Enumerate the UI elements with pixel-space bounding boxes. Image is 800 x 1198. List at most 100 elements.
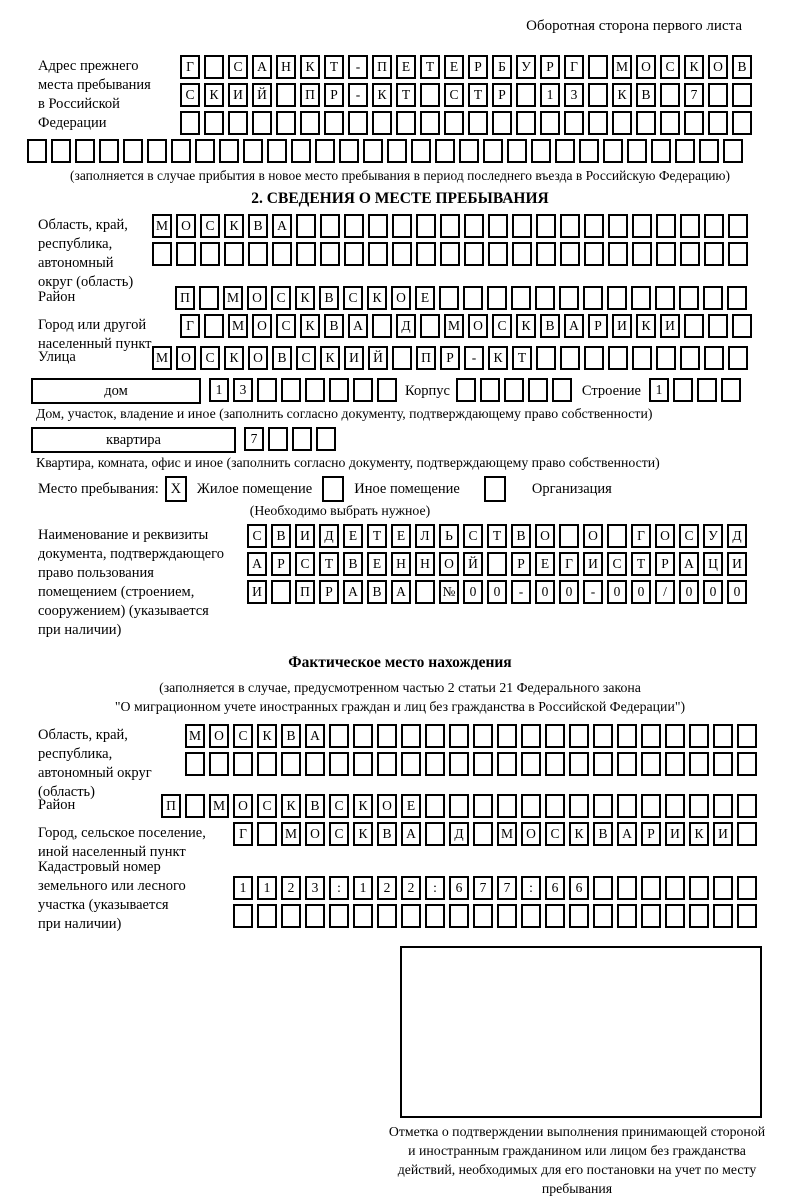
char-box[interactable]: 2 [281,876,301,900]
char-box[interactable]: 7 [244,427,264,451]
char-box[interactable] [593,724,613,748]
char-box[interactable] [401,724,421,748]
char-box[interactable] [521,752,541,776]
char-box[interactable]: 1 [648,378,669,402]
char-box[interactable]: Р [468,55,488,79]
char-box[interactable] [680,346,700,370]
char-box[interactable]: Е [367,552,387,576]
char-box[interactable] [425,822,445,846]
char-box[interactable] [536,242,556,266]
char-box[interactable] [449,794,469,818]
char-box[interactable] [296,214,316,238]
char-box[interactable]: А [305,724,325,748]
char-box[interactable] [584,346,604,370]
char-box[interactable]: А [401,822,421,846]
char-box[interactable]: 7 [684,83,704,107]
char-box[interactable]: В [367,580,387,604]
char-box[interactable]: С [545,822,565,846]
char-box[interactable] [488,242,508,266]
char-box[interactable] [584,242,604,266]
char-box[interactable] [617,904,637,928]
char-box[interactable] [488,214,508,238]
char-box[interactable] [329,904,349,928]
char-box[interactable] [439,286,459,310]
char-box[interactable]: Д [319,524,339,548]
char-box[interactable]: О [377,794,397,818]
char-box[interactable] [473,794,493,818]
char-box[interactable] [257,822,277,846]
char-box[interactable] [641,724,661,748]
char-box[interactable] [257,752,277,776]
char-box[interactable] [593,794,613,818]
char-box[interactable]: М [281,822,301,846]
char-box[interactable] [468,111,488,135]
char-box[interactable] [176,242,196,266]
char-box[interactable] [75,139,95,163]
char-box[interactable] [473,752,493,776]
char-box[interactable]: О [233,794,253,818]
char-box[interactable]: К [636,314,656,338]
char-box[interactable]: К [367,286,387,310]
char-box[interactable]: А [247,552,267,576]
char-box[interactable] [527,378,548,402]
char-box[interactable]: С [329,794,349,818]
char-box[interactable]: Р [511,552,531,576]
char-box[interactable] [689,876,709,900]
char-box[interactable] [473,822,493,846]
char-box[interactable] [377,378,397,402]
char-box[interactable] [320,242,340,266]
char-box[interactable] [392,242,412,266]
char-box[interactable]: 0 [703,580,723,604]
char-box[interactable] [737,904,757,928]
char-box[interactable] [723,139,743,163]
char-box[interactable] [487,286,507,310]
char-box[interactable]: 0 [679,580,699,604]
char-box[interactable] [372,111,392,135]
char-box[interactable]: К [300,314,320,338]
char-box[interactable] [704,214,724,238]
char-box[interactable] [123,139,143,163]
char-box[interactable] [281,378,301,402]
char-box[interactable]: 1 [257,876,277,900]
char-box[interactable]: Б [492,55,512,79]
char-box[interactable] [660,111,680,135]
char-box[interactable] [680,242,700,266]
char-box[interactable]: Р [324,83,344,107]
char-box[interactable] [440,242,460,266]
char-box[interactable]: С [200,346,220,370]
char-box[interactable] [584,214,604,238]
char-box[interactable] [243,139,263,163]
char-box[interactable] [665,724,685,748]
char-box[interactable] [248,242,268,266]
char-box[interactable] [559,286,579,310]
char-box[interactable] [660,83,680,107]
char-box[interactable]: О [655,524,675,548]
char-box[interactable]: - [348,83,368,107]
char-box[interactable]: М [152,346,172,370]
char-box[interactable]: К [684,55,704,79]
char-box[interactable]: Г [180,314,200,338]
char-box[interactable] [199,286,219,310]
char-box[interactable] [459,139,479,163]
char-box[interactable] [593,752,613,776]
char-box[interactable]: / [655,580,675,604]
char-box[interactable] [487,552,507,576]
char-box[interactable] [344,214,364,238]
char-box[interactable]: Р [641,822,661,846]
char-box[interactable] [699,139,719,163]
char-box[interactable] [641,794,661,818]
char-box[interactable] [268,427,288,451]
char-box[interactable]: 7 [497,876,517,900]
char-box[interactable] [416,214,436,238]
char-box[interactable] [608,346,628,370]
char-box[interactable]: В [305,794,325,818]
char-box[interactable] [440,214,460,238]
char-box[interactable] [209,752,229,776]
char-box[interactable] [147,139,167,163]
char-box[interactable] [281,752,301,776]
char-box[interactable] [727,286,747,310]
char-box[interactable] [569,724,589,748]
char-box[interactable] [627,139,647,163]
char-box[interactable] [632,242,652,266]
char-box[interactable] [344,242,364,266]
